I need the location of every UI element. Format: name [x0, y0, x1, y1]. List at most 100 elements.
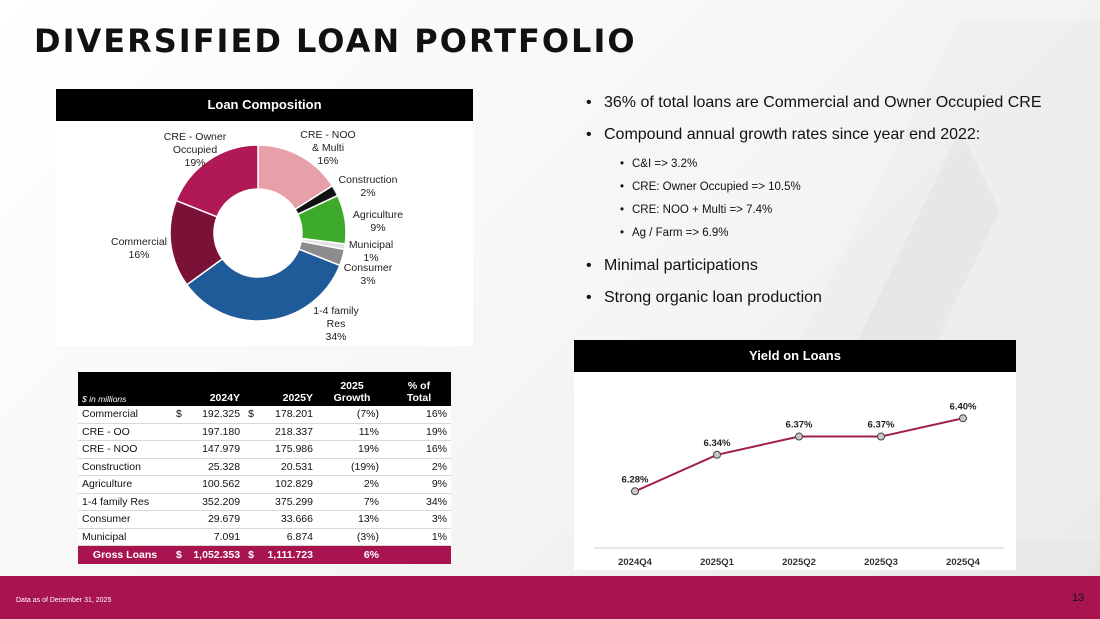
cell-v1: 25.328: [186, 458, 245, 476]
cell-name: Agriculture: [78, 475, 172, 494]
bullet-4: Strong organic loan production: [586, 289, 1086, 307]
sub-bullet-4: Ag / Farm => 6.9%: [586, 227, 1086, 239]
table-row: CRE - NOO 147.979 175.986 19% 16%: [78, 440, 451, 459]
cell-v2: 33.666: [258, 510, 317, 529]
composition-header: Loan Composition: [56, 89, 473, 121]
x-tick-label: 2025Q1: [700, 557, 735, 568]
cell-d1: [172, 423, 186, 441]
cell-v2: 1,111.723: [258, 545, 317, 564]
cell-v2: 175.986: [258, 440, 317, 459]
table-row: CRE - OO 197.180 218.337 11% 19%: [78, 423, 451, 441]
cell-g: (7%): [317, 406, 387, 424]
cell-d2: [244, 493, 259, 511]
cell-t: 9%: [387, 475, 451, 494]
cell-g: 2%: [317, 475, 387, 494]
cell-v2: 218.337: [258, 423, 317, 441]
cell-v2: 178.201: [258, 406, 317, 424]
cell-t: [387, 545, 451, 564]
cell-d1: [172, 510, 186, 529]
cell-name: 1-4 family Res: [78, 493, 172, 511]
yield-data-label: 6.34%: [704, 438, 731, 449]
yield-chart-panel: 6.28% 2024Q4 6.34% 2025Q1 6.37% 2025Q2 6.37% 20…: [574, 372, 1016, 570]
cell-d1: [172, 475, 186, 494]
cell-g: 7%: [317, 493, 387, 511]
cell-d2: $: [244, 545, 259, 564]
x-tick-label: 2025Q2: [782, 557, 816, 568]
table-row: 1-4 family Res 352.209 375.299 7% 34%: [78, 493, 451, 511]
label-1-4-family: 1-4 family Res 34%: [313, 305, 359, 343]
yield-header: Yield on Loans: [574, 340, 1016, 372]
footer-bar: [0, 576, 1100, 619]
yield-data-label: 6.40%: [950, 401, 977, 412]
table-row: Consumer 29.679 33.666 13% 3%: [78, 510, 451, 529]
cell-name: CRE - OO: [78, 423, 172, 441]
table-row: Construction 25.328 20.531 (19%) 2%: [78, 458, 451, 476]
sub-bullet-3: CRE: NOO + Multi => 7.4%: [586, 204, 1086, 216]
cell-d2: [244, 440, 259, 459]
cell-v1: 147.979: [186, 440, 245, 459]
cell-name: CRE - NOO: [78, 440, 172, 459]
header-2025y: 2025Y: [244, 372, 317, 406]
page-number: 13: [1072, 592, 1085, 604]
bullet-list: 36% of total loans are Commercial and Ow…: [586, 94, 1086, 321]
cell-t: 1%: [387, 528, 451, 546]
cell-v1: 197.180: [186, 423, 245, 441]
yield-data-label: 6.37%: [868, 420, 895, 431]
cell-g: 19%: [317, 440, 387, 459]
cell-g: (3%): [317, 528, 387, 546]
yield-data-label: 6.37%: [786, 420, 813, 431]
header-growth: 2025 Growth: [317, 372, 387, 406]
bullet-1: 36% of total loans are Commercial and Ow…: [586, 94, 1086, 112]
cell-g: 13%: [317, 510, 387, 529]
cell-v1: 29.679: [186, 510, 245, 529]
bullet-3: Minimal participations: [586, 257, 1086, 275]
label-consumer: Consumer 3%: [343, 262, 393, 287]
cell-d2: [244, 475, 259, 494]
cell-d1: [172, 458, 186, 476]
cell-t: 16%: [387, 440, 451, 459]
cell-v1: 7.091: [186, 528, 245, 546]
cell-g: (19%): [317, 458, 387, 476]
label-municipal: Municipal 1%: [348, 239, 394, 264]
cell-v2: 102.829: [258, 475, 317, 494]
cell-v1: 352.209: [186, 493, 245, 511]
yield-point: [795, 432, 803, 441]
donut-chart-panel: CRE - NOO & Multi 16% Construction 2% Agri…: [56, 121, 473, 346]
label-agriculture: Agriculture 9%: [352, 209, 404, 234]
x-tick-label: 2025Q3: [864, 557, 898, 568]
loan-table-panel: $ in millions 2024Y 2025Y 2025 Growth % o…: [78, 372, 451, 564]
header-unit: $ in millions: [78, 372, 172, 406]
cell-name: Gross Loans: [78, 545, 172, 564]
label-cre-noo: CRE - NOO & Multi 16%: [300, 129, 356, 167]
cell-d1: [172, 493, 186, 511]
cell-t: 3%: [387, 510, 451, 529]
cell-d2: [244, 510, 259, 529]
cell-t: 34%: [387, 493, 451, 511]
cell-name: Commercial: [78, 406, 172, 424]
yield-line-chart: 6.28% 2024Q4 6.34% 2025Q1 6.37% 2025Q2 6.37% 20…: [594, 401, 1004, 568]
cell-g: 6%: [317, 545, 387, 564]
cell-d2: [244, 423, 259, 441]
cell-d1: [172, 440, 186, 459]
table-total-row: Gross Loans $1,052.353 $1,111.723 6%: [78, 545, 451, 564]
table-header-row: $ in millions 2024Y 2025Y 2025 Growth % o…: [78, 372, 451, 406]
cell-d1: $: [172, 545, 186, 564]
cell-t: 19%: [387, 423, 451, 441]
yield-point: [877, 432, 885, 441]
footnote: Data as of December 31, 2025: [16, 597, 112, 604]
yield-point: [713, 450, 721, 459]
cell-name: Municipal: [78, 528, 172, 546]
cell-g: 11%: [317, 423, 387, 441]
cell-d2: $: [244, 406, 259, 424]
cell-v1: 100.562: [186, 475, 245, 494]
x-tick-label: 2025Q4: [946, 557, 981, 568]
cell-d1: [172, 528, 186, 546]
table-row: Agriculture 100.562 102.829 2% 9%: [78, 475, 451, 494]
cell-v1: 1,052.353: [186, 545, 245, 564]
cell-name: Consumer: [78, 510, 172, 529]
yield-data-label: 6.28%: [622, 474, 649, 485]
cell-d2: [244, 528, 259, 546]
sub-bullet-2: CRE: Owner Occupied => 10.5%: [586, 181, 1086, 193]
cell-v2: 375.299: [258, 493, 317, 511]
cell-d2: [244, 458, 259, 476]
